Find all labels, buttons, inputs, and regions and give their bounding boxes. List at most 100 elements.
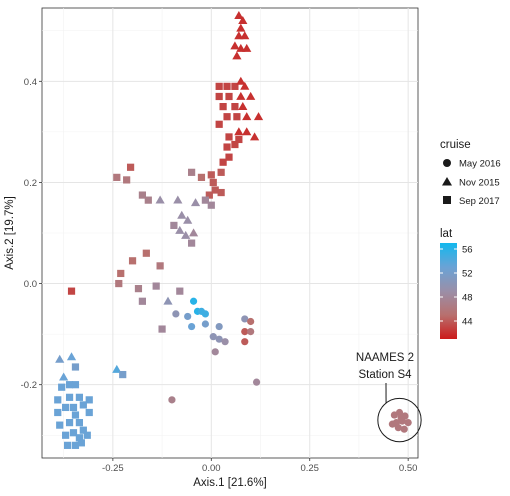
shape-legend-title: cruise bbox=[440, 139, 471, 151]
data-point-square bbox=[54, 408, 62, 417]
data-point-square bbox=[223, 82, 231, 90]
data-point-triangle bbox=[238, 101, 248, 110]
data-point-circle bbox=[201, 310, 209, 318]
data-point-square bbox=[225, 153, 233, 161]
data-point-square bbox=[71, 381, 80, 389]
data-point-square bbox=[223, 113, 231, 121]
data-point-square bbox=[215, 82, 223, 90]
x-axis-ticks: -0.25 0.00 0.25 0.50 bbox=[102, 458, 417, 474]
data-point-square bbox=[233, 113, 241, 121]
data-point-circle bbox=[215, 335, 223, 343]
data-point-square bbox=[207, 201, 215, 209]
data-point-square bbox=[77, 439, 85, 447]
data-point-square bbox=[225, 133, 233, 141]
shape-legend: cruise May 2016 Nov 2015 Sep 2017 bbox=[440, 139, 501, 207]
data-point-square bbox=[219, 158, 227, 166]
grid-lines bbox=[42, 8, 418, 458]
data-point-square bbox=[231, 102, 239, 111]
data-point-square bbox=[188, 239, 196, 247]
color-legend-tick-label: 52 bbox=[462, 269, 473, 280]
data-point-square bbox=[65, 381, 74, 389]
data-point-square bbox=[75, 393, 84, 401]
data-point-triangle bbox=[234, 10, 244, 19]
data-point-circle bbox=[241, 327, 249, 336]
legend-triangle-icon bbox=[442, 177, 452, 186]
data-point-square bbox=[207, 171, 215, 179]
legend-label-nov-2015: Nov 2015 bbox=[459, 178, 500, 189]
data-point-square bbox=[235, 135, 243, 144]
data-point-square bbox=[71, 363, 80, 371]
data-point-circle bbox=[201, 320, 209, 328]
color-legend-tick-label: 44 bbox=[462, 317, 473, 328]
data-point-square bbox=[188, 168, 196, 176]
data-point-triangle bbox=[55, 354, 65, 363]
x-tick-label: 0.50 bbox=[399, 463, 418, 474]
data-point-triangle bbox=[240, 31, 250, 40]
legend-label-may-2016: May 2016 bbox=[459, 159, 501, 170]
data-point-square bbox=[152, 282, 160, 290]
legend-square-icon bbox=[443, 196, 451, 204]
data-point-triangle bbox=[236, 23, 246, 32]
data-point-square bbox=[83, 431, 91, 439]
x-tick-label: -0.25 bbox=[102, 463, 124, 474]
data-point-triangle bbox=[238, 16, 248, 25]
data-point-square bbox=[67, 287, 76, 295]
y-axis-ticks: -0.2 0.0 0.2 0.4 bbox=[21, 77, 42, 391]
data-point-circle bbox=[188, 322, 196, 331]
data-point-square bbox=[201, 196, 209, 204]
data-point-circle bbox=[241, 338, 249, 346]
data-point-circle bbox=[221, 338, 229, 346]
data-point-circle bbox=[247, 317, 255, 326]
data-point-square bbox=[79, 401, 87, 409]
data-point-circle bbox=[215, 322, 223, 331]
data-point-square bbox=[123, 176, 131, 184]
data-point-square bbox=[144, 196, 152, 204]
data-point-triangle bbox=[240, 81, 250, 90]
data-point-triangle bbox=[236, 43, 246, 52]
y-tick-label: 0.0 bbox=[24, 279, 37, 290]
data-point-square bbox=[62, 431, 70, 439]
data-point-square bbox=[65, 393, 74, 401]
data-point-square bbox=[75, 434, 84, 442]
data-point-square bbox=[119, 370, 127, 379]
data-point-square bbox=[176, 287, 184, 295]
data-point-circle bbox=[241, 315, 249, 323]
x-tick-label: 0.25 bbox=[300, 463, 319, 474]
data-points bbox=[54, 10, 412, 449]
data-point-square bbox=[69, 429, 78, 437]
data-point-square bbox=[231, 140, 239, 149]
data-point-triangle bbox=[59, 372, 69, 381]
data-point-triangle bbox=[230, 41, 240, 50]
data-point-square bbox=[231, 82, 239, 90]
data-point-circle bbox=[247, 327, 255, 336]
data-point-square bbox=[223, 143, 231, 151]
data-point-square bbox=[217, 168, 225, 176]
data-point-triangle bbox=[242, 127, 252, 136]
data-point-square bbox=[138, 191, 146, 199]
data-point-square bbox=[134, 285, 143, 293]
data-point-triangle bbox=[246, 91, 256, 100]
data-point-triangle bbox=[242, 43, 252, 52]
data-point-circle bbox=[388, 420, 397, 428]
data-point-triangle bbox=[155, 195, 165, 204]
data-point-square bbox=[85, 396, 93, 404]
data-point-square bbox=[219, 102, 227, 111]
data-point-triangle bbox=[181, 230, 191, 239]
data-point-triangle bbox=[112, 364, 122, 373]
data-point-square bbox=[113, 173, 121, 181]
data-point-triangle bbox=[175, 225, 185, 234]
data-point-square bbox=[75, 419, 84, 427]
data-point-square bbox=[115, 279, 123, 288]
data-point-square bbox=[156, 262, 164, 270]
data-point-square bbox=[158, 325, 166, 333]
data-point-square bbox=[205, 191, 213, 199]
data-point-square bbox=[65, 419, 74, 427]
data-point-square bbox=[215, 92, 223, 101]
data-point-square bbox=[62, 403, 70, 412]
annotation-label-line-1: NAAMES 2 bbox=[356, 352, 414, 364]
data-point-circle bbox=[252, 378, 261, 386]
data-point-triangle bbox=[236, 91, 246, 100]
data-point-circle bbox=[404, 419, 412, 427]
annotation-label-line-2: Station S4 bbox=[358, 369, 412, 381]
data-point-square bbox=[170, 221, 178, 230]
